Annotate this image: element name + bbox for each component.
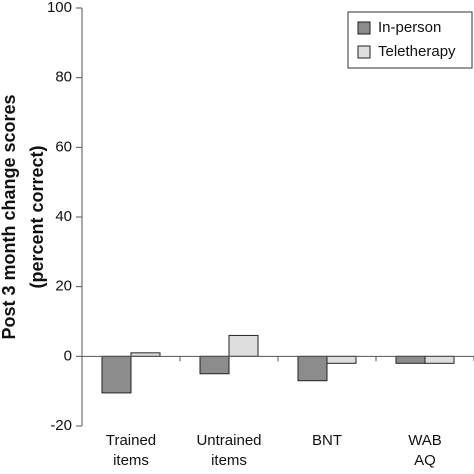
y-axis-title: Post 3 month change scores (percent corr… [0, 94, 47, 339]
y-tick-label: 40 [55, 208, 72, 225]
x-tick-label: Untrained items [196, 432, 261, 469]
bar [101, 355, 132, 394]
y-tick-label: 100 [47, 0, 72, 16]
bar [395, 355, 426, 364]
y-tick-label: 0 [64, 347, 72, 364]
y-tick-label: 80 [55, 69, 72, 86]
bar [326, 355, 357, 364]
x-tick-label: WAB AQ [408, 432, 442, 469]
y-tick-label: 60 [55, 138, 72, 155]
legend-label: Teletherapy [378, 43, 456, 60]
y-tick-label: 20 [55, 278, 72, 295]
legend-label: In-person [378, 19, 441, 36]
bar [424, 355, 455, 364]
legend-swatch [357, 21, 371, 35]
bar [228, 334, 259, 357]
x-tick-label: Trained items [106, 432, 156, 469]
y-axis-title-line: (percent correct) [27, 145, 47, 288]
bar [199, 355, 230, 375]
bar [297, 355, 328, 382]
y-axis-title-line: Post 3 month change scores [0, 94, 19, 339]
x-tick-label: BNT [312, 432, 342, 449]
y-tick-label: -20 [50, 417, 72, 434]
legend-box [347, 11, 473, 69]
legend-swatch [357, 45, 371, 59]
bar [130, 352, 161, 357]
